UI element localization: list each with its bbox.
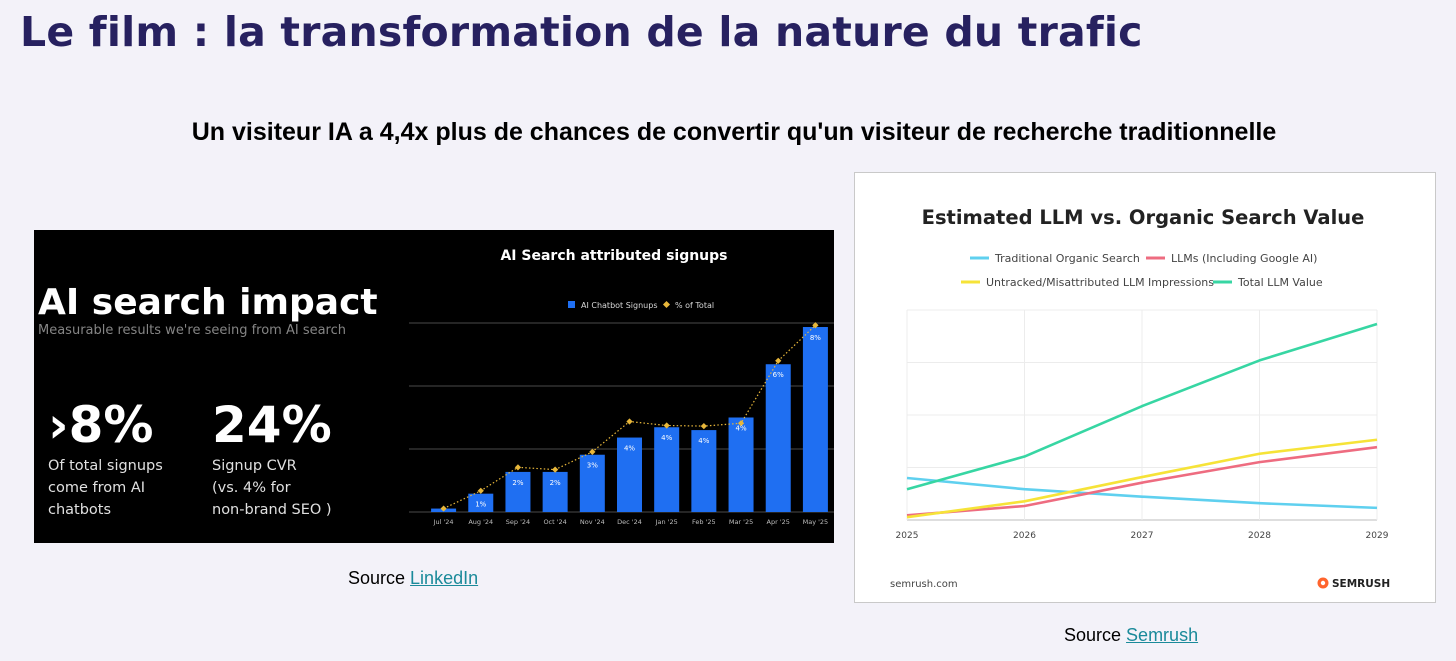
pct-total-marker <box>514 464 522 471</box>
bar-label: 4% <box>624 445 635 453</box>
bar-label: 2% <box>512 479 523 487</box>
legend-swatch-line <box>662 300 671 309</box>
x-tick-label: Jul '24 <box>433 518 454 526</box>
impact-subheading: Measurable results we're seeing from AI … <box>38 323 346 338</box>
ai-search-impact-panel: AI search impact Measurable results we'r… <box>34 230 834 543</box>
impact-heading: AI search impact <box>38 282 378 323</box>
llm-vs-organic-chart: Estimated LLM vs. Organic Search Value T… <box>890 206 1390 590</box>
linkedin-link[interactable]: LinkedIn <box>410 568 479 588</box>
pct-total-marker <box>552 466 559 473</box>
source-semrush: Source Semrush <box>1064 625 1198 646</box>
bar <box>505 471 531 512</box>
x-tick-label: 2025 <box>896 531 919 541</box>
semrush-logo: SEMRUSH <box>1317 577 1390 590</box>
chart-title: Estimated LLM vs. Organic Search Value <box>922 206 1365 229</box>
bar-label: 4% <box>735 425 746 433</box>
semrush-logo-text: SEMRUSH <box>1332 578 1390 590</box>
x-tick-label: May '25 <box>803 518 829 526</box>
legend-swatch-bars <box>568 301 575 308</box>
bar <box>542 471 568 512</box>
semrush-link[interactable]: Semrush <box>1126 625 1199 645</box>
bar <box>691 430 717 512</box>
source-prefix: Source <box>1064 625 1127 645</box>
bar-label: 4% <box>661 434 672 442</box>
x-tick-label: Oct '24 <box>543 518 566 526</box>
x-tick-label: 2027 <box>1131 531 1154 541</box>
stat2-line: Signup CVR <box>212 458 297 474</box>
x-tick-label: Sep '24 <box>506 518 530 526</box>
semrush-chart-panel: Estimated LLM vs. Organic Search Value T… <box>854 172 1436 603</box>
bar-label: 2% <box>550 479 561 487</box>
x-tick-label: Jan '25 <box>655 518 678 526</box>
bar <box>765 364 791 512</box>
x-tick-label: Mar '25 <box>729 518 753 526</box>
stat1-line: come from AI <box>48 480 145 496</box>
chart-legend: AI Chatbot Signups % of Total <box>568 300 714 310</box>
page-title: Le film : la transformation de la nature… <box>20 8 1143 56</box>
x-tick-label: 2026 <box>1013 531 1036 541</box>
bar <box>579 454 605 512</box>
bar-label: 3% <box>587 462 598 470</box>
stat1-line: Of total signups <box>48 458 163 474</box>
legend-label: % of Total <box>675 301 714 310</box>
pct-total-marker <box>477 487 484 494</box>
bar <box>802 327 828 512</box>
stat2-line: non-brand SEO ) <box>212 502 332 518</box>
page-subtitle: Un visiteur IA a 4,4x plus de chances de… <box>191 118 1277 146</box>
legend-label: Traditional Organic Search <box>994 252 1140 265</box>
semrush-site: semrush.com <box>890 579 958 590</box>
ai-search-impact-chart: AI search impact Measurable results we'r… <box>38 248 834 526</box>
stat1-value: ›8% <box>48 396 154 454</box>
series-line <box>906 476 1378 510</box>
bar-label: 8% <box>810 334 821 342</box>
bar <box>654 427 680 512</box>
series-line <box>906 445 1378 517</box>
x-tick-label: Apr '25 <box>767 518 790 526</box>
pct-total-marker <box>775 357 782 364</box>
x-tick-label: Aug '24 <box>468 518 493 526</box>
stat2-line: (vs. 4% for <box>212 480 291 496</box>
bar <box>468 493 494 512</box>
source-prefix: Source <box>348 568 411 588</box>
series-line <box>906 438 1378 519</box>
bar-label: 4% <box>698 437 709 445</box>
pct-total-marker <box>700 422 707 430</box>
x-tick-label: 2029 <box>1366 531 1389 541</box>
chart-legend: Traditional Organic Search LLMs (Includi… <box>961 252 1323 289</box>
x-tick-label: Dec '24 <box>617 518 642 526</box>
x-tick-label: Feb '25 <box>692 518 716 526</box>
source-linkedin: Source LinkedIn <box>348 568 478 589</box>
legend-label: LLMs (Including Google AI) <box>1171 252 1317 265</box>
legend-label: AI Chatbot Signups <box>581 301 658 310</box>
legend-label: Total LLM Value <box>1237 276 1323 289</box>
bar-label: 6% <box>773 371 784 379</box>
bar <box>617 437 642 512</box>
stat1-line: chatbots <box>48 502 111 518</box>
legend-label: Untracked/Misattributed LLM Impressions <box>986 276 1214 289</box>
x-tick-label: Nov '24 <box>580 518 605 526</box>
bar <box>728 417 754 512</box>
semrush-logo-icon-inner <box>1320 580 1326 586</box>
stat2-value: 24% <box>212 396 332 454</box>
series-line <box>906 322 1378 491</box>
pct-total-marker <box>440 505 447 512</box>
bar-label: 1% <box>475 501 486 509</box>
chart-title: AI Search attributed signups <box>500 248 727 264</box>
x-tick-label: 2028 <box>1248 531 1271 541</box>
